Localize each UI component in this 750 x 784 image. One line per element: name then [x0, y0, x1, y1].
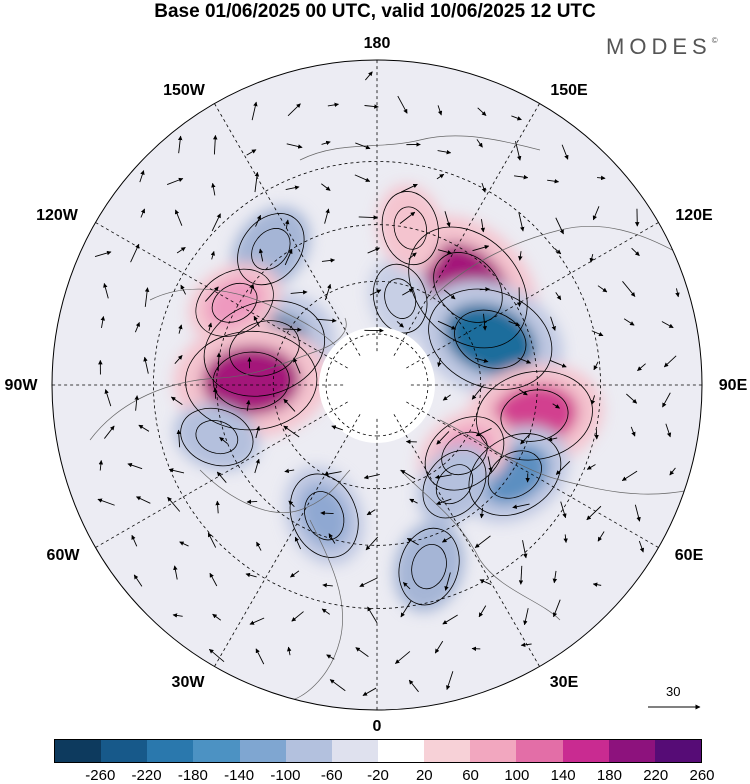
lon-label-150e: 150E [550, 82, 587, 100]
lon-label-60e: 60E [675, 547, 703, 565]
colorbar-cell [147, 740, 193, 762]
lon-label-30w: 30W [172, 674, 205, 692]
colorbar [54, 739, 702, 763]
colorbar-tick-label: -140 [224, 767, 254, 784]
colorbar-tick-label: 140 [551, 767, 576, 784]
lon-label-bottom: 0 [373, 718, 382, 736]
colorbar-cell [609, 740, 655, 762]
colorbar-tick-label: 20 [416, 767, 433, 784]
colorbar-cell [516, 740, 562, 762]
colorbar-cell [286, 740, 332, 762]
colorbar-cell [470, 740, 516, 762]
colorbar-cell [424, 740, 470, 762]
colorbar-cell [55, 740, 101, 762]
colorbar-tick-label: 100 [504, 767, 529, 784]
colorbar-tick-label: -100 [270, 767, 300, 784]
lon-label-right: 90E [719, 377, 747, 395]
colorbar-tick-label: 180 [597, 767, 622, 784]
wind-arrow [247, 501, 257, 502]
colorbar-cell [332, 740, 378, 762]
lon-label-120e: 120E [675, 207, 712, 225]
reference-vector-label: 30 [666, 684, 680, 699]
colorbar-tick-label: 260 [689, 767, 714, 784]
colorbar-cell [101, 740, 147, 762]
colorbar-tick-label: -20 [367, 767, 389, 784]
colorbar-cell [655, 740, 701, 762]
lon-label-30e: 30E [550, 674, 578, 692]
colorbar-cell [378, 740, 424, 762]
lon-label-top: 180 [364, 35, 391, 53]
wind-arrow [480, 289, 490, 290]
colorbar-cell [240, 740, 286, 762]
lon-label-150w: 150W [163, 82, 205, 100]
colorbar-cell [563, 740, 609, 762]
colorbar-cell [193, 740, 239, 762]
lon-label-120w: 120W [36, 207, 78, 225]
lon-label-left: 90W [5, 377, 38, 395]
colorbar-tick-label: -260 [85, 767, 115, 784]
colorbar-tick-label: 60 [462, 767, 479, 784]
lon-label-60w: 60W [47, 547, 80, 565]
colorbar-tick-label: -60 [321, 767, 343, 784]
colorbar-tick-label: 220 [643, 767, 668, 784]
colorbar-tick-label: -220 [132, 767, 162, 784]
wind-arrow [321, 513, 334, 514]
colorbar-tick-label: -180 [178, 767, 208, 784]
